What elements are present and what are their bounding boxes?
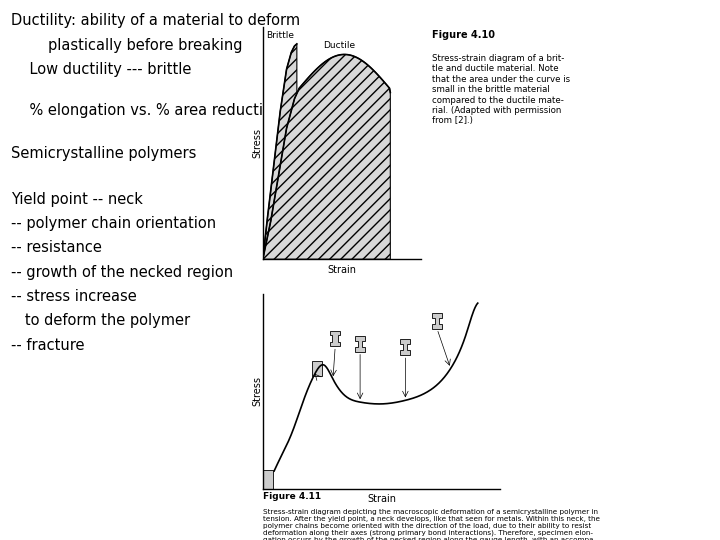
Polygon shape bbox=[330, 330, 341, 347]
Text: -- polymer chain orientation: -- polymer chain orientation bbox=[11, 216, 216, 231]
Polygon shape bbox=[263, 44, 297, 259]
Y-axis label: Stress: Stress bbox=[253, 128, 263, 158]
Y-axis label: Stress: Stress bbox=[253, 376, 263, 407]
Text: Semicrystalline polymers: Semicrystalline polymers bbox=[11, 146, 196, 161]
Text: % elongation vs. % area reduction: % elongation vs. % area reduction bbox=[11, 103, 281, 118]
Text: Figure 4.11: Figure 4.11 bbox=[263, 492, 321, 502]
Text: -- growth of the necked region: -- growth of the necked region bbox=[11, 265, 233, 280]
Polygon shape bbox=[263, 55, 390, 259]
X-axis label: Strain: Strain bbox=[367, 494, 396, 504]
Text: to deform the polymer: to deform the polymer bbox=[11, 313, 190, 328]
Text: Ductile: Ductile bbox=[323, 41, 355, 50]
Text: Stress-strain diagram depicting the macroscopic deformation of a semicrystalline: Stress-strain diagram depicting the macr… bbox=[263, 509, 600, 540]
Text: Ductility: ability of a material to deform: Ductility: ability of a material to defo… bbox=[11, 14, 300, 29]
Text: -- fracture: -- fracture bbox=[11, 338, 84, 353]
Text: Figure 4.10: Figure 4.10 bbox=[432, 30, 495, 40]
Text: -- resistance: -- resistance bbox=[11, 240, 102, 255]
Polygon shape bbox=[355, 336, 365, 352]
Text: Yield point -- neck: Yield point -- neck bbox=[11, 192, 143, 207]
Text: Brittle: Brittle bbox=[266, 31, 294, 39]
Polygon shape bbox=[312, 361, 323, 376]
Polygon shape bbox=[400, 339, 410, 355]
Text: Stress-strain diagram of a brit-
tle and ductile material. Note
that the area un: Stress-strain diagram of a brit- tle and… bbox=[432, 54, 570, 125]
Text: plastically before breaking: plastically before breaking bbox=[11, 38, 243, 53]
Polygon shape bbox=[261, 470, 273, 490]
Text: Low ductility --- brittle: Low ductility --- brittle bbox=[11, 62, 192, 77]
Polygon shape bbox=[432, 313, 442, 329]
X-axis label: Strain: Strain bbox=[328, 265, 356, 275]
Text: -- stress increase: -- stress increase bbox=[11, 289, 137, 304]
